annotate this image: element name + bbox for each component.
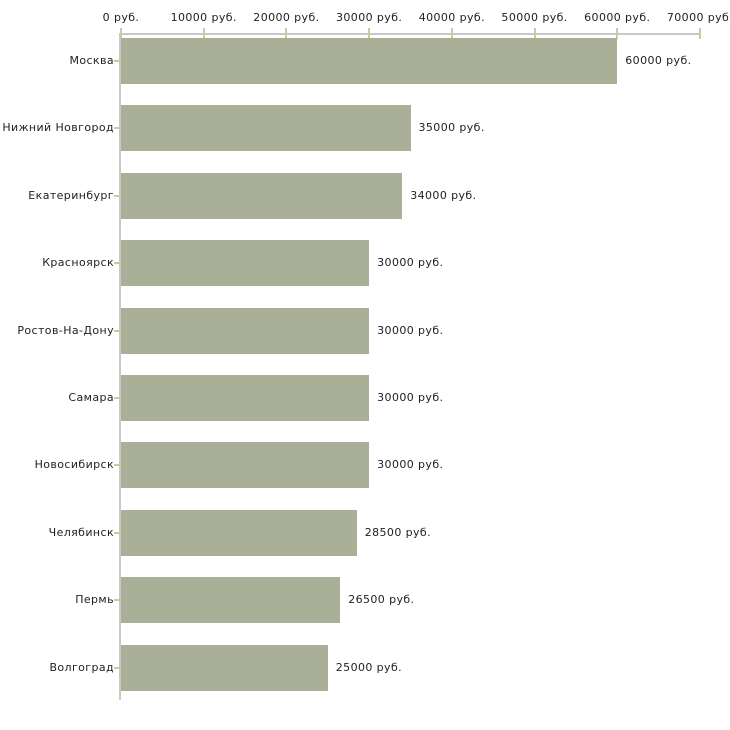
y-tick-mark [114, 194, 121, 197]
bar [121, 375, 370, 421]
x-tick-label: 10000 руб. [170, 11, 237, 24]
value-label: 30000 руб. [377, 458, 444, 472]
category-label: Пермь [75, 593, 114, 607]
bar [121, 38, 618, 84]
x-tick-mark [450, 28, 453, 39]
y-tick-mark [114, 599, 121, 602]
category-label: Новосибирск [34, 458, 114, 472]
y-axis-line [119, 33, 121, 700]
bar [121, 240, 370, 287]
category-label: Ростов-На-Дону [17, 323, 114, 337]
y-tick-mark [114, 397, 121, 399]
value-label: 30000 руб. [377, 391, 444, 404]
value-label: 30000 руб. [377, 256, 444, 270]
y-tick-mark [114, 531, 121, 534]
value-label: 60000 руб. [625, 54, 692, 67]
x-tick-mark [368, 28, 371, 39]
y-tick-mark [114, 666, 121, 669]
bar [121, 442, 370, 489]
x-tick-label: 20000 руб. [253, 11, 320, 24]
x-tick-label: 70000 руб. [666, 11, 730, 24]
category-label: Нижний Новгород [2, 121, 114, 135]
x-tick-label: 60000 руб. [584, 11, 651, 24]
category-label: Москва [69, 54, 114, 67]
x-tick-label: 50000 руб. [501, 11, 568, 24]
category-label: Самара [68, 391, 114, 404]
x-tick-mark [120, 28, 122, 39]
y-tick-mark [114, 464, 121, 467]
value-label: 30000 руб. [377, 323, 444, 337]
x-tick-label: 30000 руб. [336, 11, 403, 24]
x-tick-mark [202, 28, 205, 39]
x-tick-mark [616, 28, 619, 39]
value-label: 34000 руб. [410, 188, 477, 202]
bar [121, 105, 411, 152]
x-tick-mark [533, 28, 536, 39]
bar [121, 644, 328, 691]
value-label: 35000 руб. [418, 121, 485, 135]
value-label: 28500 руб. [364, 525, 431, 539]
x-tick-mark [699, 28, 701, 39]
x-axis-line [121, 33, 700, 35]
bar [121, 307, 370, 354]
y-tick-mark [114, 127, 121, 130]
category-label: Красноярск [42, 256, 114, 270]
value-label: 26500 руб. [348, 593, 415, 607]
y-tick-mark [114, 329, 121, 332]
bar [121, 577, 341, 624]
y-tick-mark [114, 262, 121, 265]
x-tick-label: 40000 руб. [418, 11, 485, 24]
value-label: 25000 руб. [335, 660, 403, 674]
category-label: Екатеринбург [28, 188, 114, 202]
bar [121, 509, 357, 556]
category-label: Волгоград [49, 660, 114, 674]
bar [121, 172, 403, 219]
x-tick-label: 0 руб. [102, 11, 140, 24]
x-tick-mark [285, 28, 288, 39]
y-tick-mark [114, 60, 121, 62]
category-label: Челябинск [48, 525, 114, 539]
